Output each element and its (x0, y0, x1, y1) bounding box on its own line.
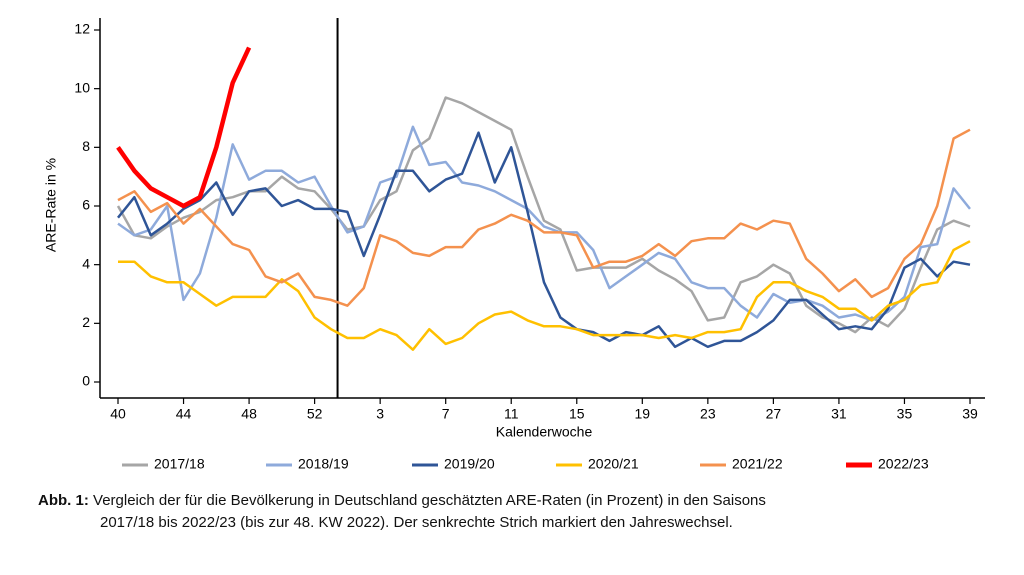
y-tick-label: 2 (82, 314, 90, 330)
caption-text: Vergleich der für die Bevölkerung in Deu… (93, 492, 766, 509)
series-line (117, 125, 971, 322)
legend-label: 2021/22 (732, 456, 783, 472)
legend-label: 2019/20 (444, 456, 495, 472)
chart: ARE-Rate in % Kalenderwoche 0 2 4 6 8 10 12 40 4… (43, 18, 985, 472)
x-tick-label: 7 (442, 406, 450, 422)
series-line (117, 131, 971, 349)
y-tick-label: 6 (82, 197, 90, 213)
series-line (116, 46, 252, 209)
legend-label: 2022/23 (878, 456, 929, 472)
x-tick-label: 11 (504, 406, 519, 422)
x-tick-label: 35 (897, 406, 913, 422)
x-tick-label: 15 (569, 406, 585, 422)
series-line (117, 128, 971, 307)
x-tick-label: 3 (376, 406, 384, 422)
y-tick-label: 0 (82, 373, 90, 389)
x-tick-label: 19 (635, 406, 651, 422)
caption-label: Abb. 1: (38, 492, 89, 509)
x-tick-label: 27 (766, 406, 782, 422)
x-tick-label: 23 (700, 406, 716, 422)
x-tick-label: 31 (831, 406, 847, 422)
x-axis-title: Kalenderwoche (496, 424, 593, 440)
y-tick-label: 4 (82, 255, 90, 271)
series-line (118, 240, 971, 351)
legend-label: 2018/19 (298, 456, 349, 472)
x-tick-label: 39 (962, 406, 978, 422)
x-tick-label: 44 (176, 406, 192, 422)
y-tick-label: 10 (74, 79, 90, 95)
x-tick-label: 48 (241, 406, 257, 422)
legend-label: 2020/21 (588, 456, 639, 472)
y-tick-label: 12 (74, 21, 90, 37)
legend-label: 2017/18 (154, 456, 205, 472)
y-tick-label: 8 (82, 138, 90, 154)
caption: Abb. 1: Vergleich der für die Bevölkerun… (38, 490, 998, 534)
x-tick-label: 40 (110, 406, 126, 422)
y-axis-title: ARE-Rate in % (43, 158, 59, 252)
caption-text: 2017/18 bis 2022/23 (bis zur 48. KW 2022… (100, 514, 733, 531)
x-tick-label: 52 (307, 406, 323, 422)
